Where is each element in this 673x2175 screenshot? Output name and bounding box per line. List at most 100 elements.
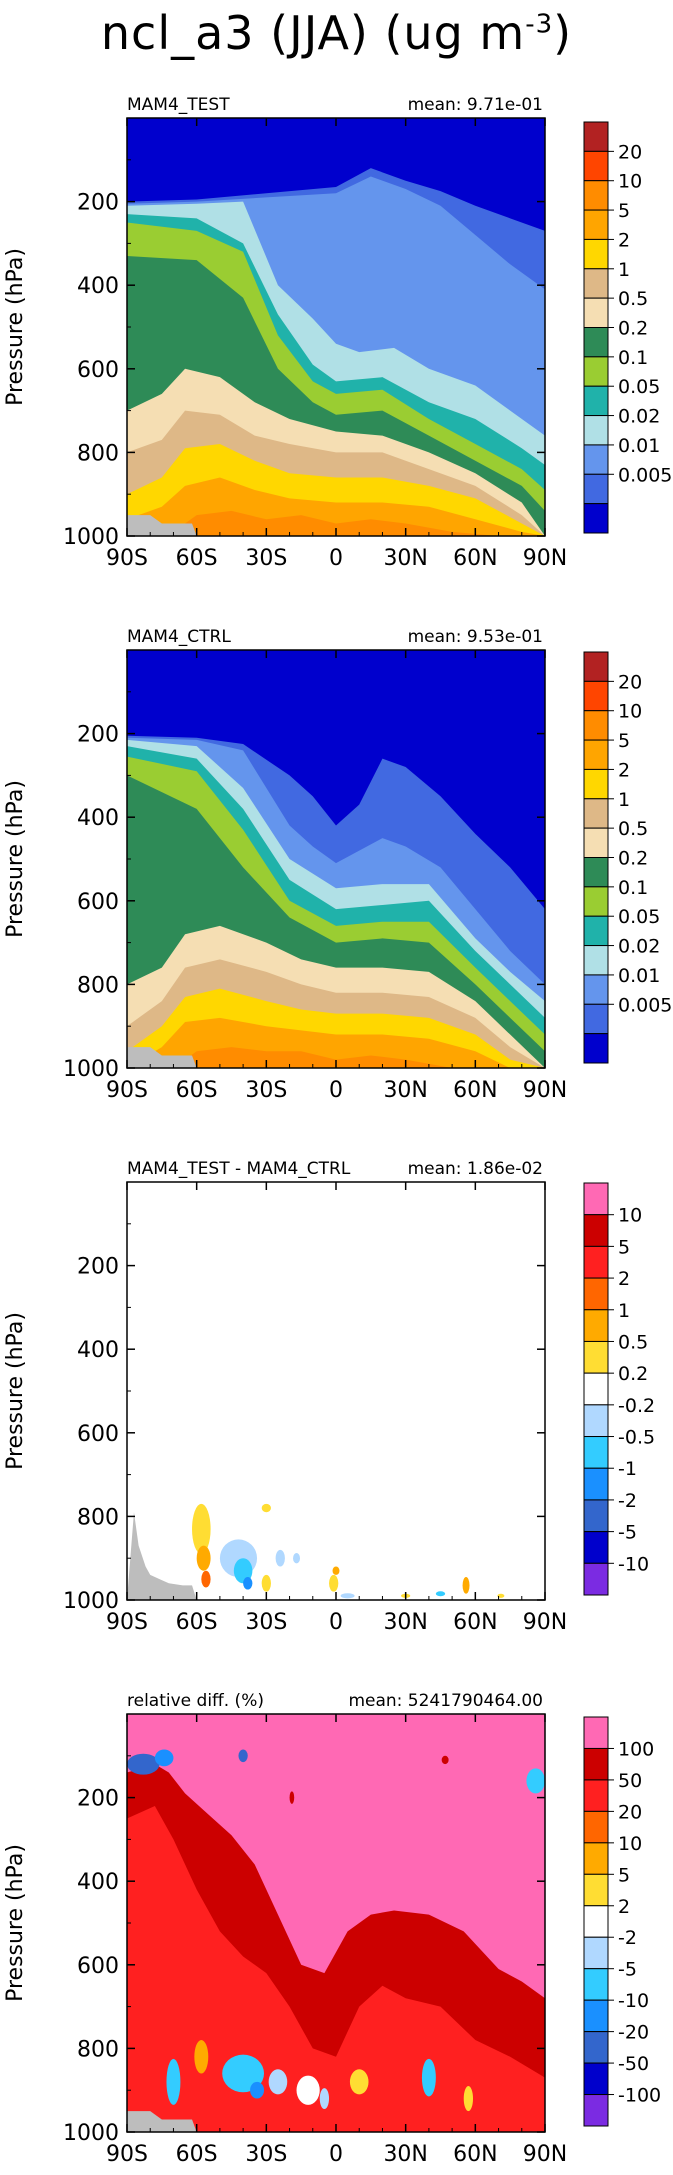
y-tick-label: 1000 (63, 525, 119, 550)
x-tick-label: 90N (523, 2142, 567, 2167)
colorbar-swatch (583, 1531, 609, 1564)
colorbar-swatch (583, 1873, 609, 1907)
colorbar-label: 2 (618, 229, 630, 251)
x-tick-label: 0 (329, 2142, 343, 2167)
x-tick-label: 60N (453, 1610, 497, 1635)
contour-blob-5 (243, 1577, 253, 1590)
y-tick-label: 200 (77, 723, 119, 748)
colorbar-swatch (583, 444, 609, 475)
x-tick-label: 0 (329, 1610, 343, 1635)
colorbar-label: 10 (618, 701, 642, 723)
contour-level-50 (127, 1805, 545, 2132)
colorbar-swatch (583, 1309, 609, 1342)
colorbar-swatch (583, 268, 609, 299)
panel-mean-label: mean: 5241790464.00 (348, 1691, 543, 1711)
colorbar-swatch (583, 2094, 609, 2127)
colorbar-label: 20 (618, 141, 642, 163)
colorbar-swatch (583, 1372, 609, 1406)
colorbar-label: 100 (618, 1738, 654, 1760)
contour-blob-8 (293, 1552, 301, 1564)
contour-blob-16 (497, 1593, 505, 1598)
colorbar-swatch (583, 915, 609, 947)
colorbar-label: 0.2 (618, 1363, 648, 1385)
y-tick-label: 1000 (63, 1589, 119, 1614)
contour-blob-12 (319, 2088, 330, 2110)
colorbar-label: 20 (618, 1801, 642, 1823)
colorbar-swatch (583, 1436, 609, 1469)
contour-blob-9 (261, 1574, 271, 1592)
colorbar-label: -0.2 (618, 1395, 655, 1417)
title-close: ) (553, 6, 573, 60)
colorbar-label: -2 (618, 1490, 637, 1512)
y-tick-label: 600 (77, 358, 119, 383)
y-tick-label: 600 (77, 890, 119, 915)
colorbar-label: 5 (618, 1236, 630, 1258)
colorbar-label: -5 (618, 1522, 637, 1544)
x-tick-label: 60S (176, 1078, 218, 1103)
colorbar-swatch (583, 798, 609, 829)
y-tick-label: 1000 (63, 1057, 119, 1082)
x-tick-label: 90S (106, 1078, 148, 1103)
panel-MAM4_CTRL: MAM4_CTRL mean: 9.53e-01 90S 60S 30S 0 30N 60N 9… (3, 627, 672, 1103)
colorbar-swatch (583, 2031, 609, 2064)
terrain-mask (127, 1047, 197, 1068)
y-axis-label: Pressure (hPa) (3, 1312, 28, 1470)
colorbar-swatch (583, 180, 609, 211)
contour-blob-6 (261, 1503, 271, 1513)
colorbar-swatch (583, 473, 609, 505)
colorbar-swatch (583, 1810, 609, 1844)
plot-area (127, 650, 545, 1068)
colorbar-swatch (583, 857, 609, 888)
panel-left-label: MAM4_TEST - MAM4_CTRL (127, 1159, 351, 1179)
colorbar-label: 10 (618, 171, 642, 193)
x-tick-label: 60S (176, 1610, 218, 1635)
contour-blob-1 (196, 1545, 211, 1571)
x-tick-label: 60N (453, 1078, 497, 1103)
x-tick-label: 30S (245, 2142, 287, 2167)
colorbar-swatch (583, 1214, 609, 1247)
colorbar-swatch (583, 651, 609, 682)
y-tick-label: 200 (77, 191, 119, 216)
y-tick-label: 800 (77, 441, 119, 466)
contour-blob-7 (275, 1549, 285, 1567)
colorbar-label: 0.2 (618, 318, 648, 340)
colorbar-swatch (583, 1033, 609, 1064)
colorbar-swatch (583, 1968, 609, 2001)
colorbar-label: 0.005 (618, 464, 672, 486)
panel-mean-label: mean: 9.71e-01 (408, 95, 543, 115)
title-exponent: -3 (525, 9, 554, 40)
colorbar-label: 5 (618, 200, 630, 222)
contour-blob-11 (296, 2075, 320, 2105)
contour-level-10 (127, 510, 545, 536)
x-tick-label: 60S (176, 2142, 218, 2167)
x-tick-label: 60N (453, 546, 497, 571)
y-axis-label: Pressure (hPa) (3, 780, 28, 938)
colorbar-swatch (583, 1936, 609, 1970)
colorbar-label: 5 (618, 1864, 630, 1886)
panel-left-label: MAM4_TEST (127, 95, 230, 115)
colorbar-label: 0.01 (618, 435, 660, 457)
colorbar-swatch (583, 1467, 609, 1501)
y-tick-label: 200 (77, 1787, 119, 1812)
colorbar-swatch (583, 739, 609, 770)
y-tick-label: 200 (77, 1255, 119, 1280)
plot-background (127, 1182, 545, 1600)
contour-blob-14 (421, 2058, 436, 2097)
contour-blob-10 (329, 1574, 339, 1592)
x-tick-label: 0 (329, 1078, 343, 1103)
colorbar-label: 1 (618, 259, 630, 281)
colorbar-swatch (583, 1562, 609, 1596)
colorbar-swatch (583, 1245, 609, 1279)
y-tick-label: 400 (77, 1870, 119, 1895)
y-axis-label: Pressure (hPa) (3, 248, 28, 406)
colorbar-label: 2 (618, 759, 630, 781)
colorbar-swatch (583, 1340, 609, 1374)
page-title: ncl_a3 (JJA) (ug m-3) (0, 6, 673, 60)
colorbar-swatch (583, 1999, 609, 2033)
x-tick-label: 60S (176, 546, 218, 571)
contour-blob-9 (250, 2081, 265, 2099)
y-tick-label: 600 (77, 1422, 119, 1447)
colorbar-swatch (583, 1277, 609, 1311)
colorbar-label: -2 (618, 1927, 637, 1949)
x-tick-label: 90N (523, 546, 567, 571)
